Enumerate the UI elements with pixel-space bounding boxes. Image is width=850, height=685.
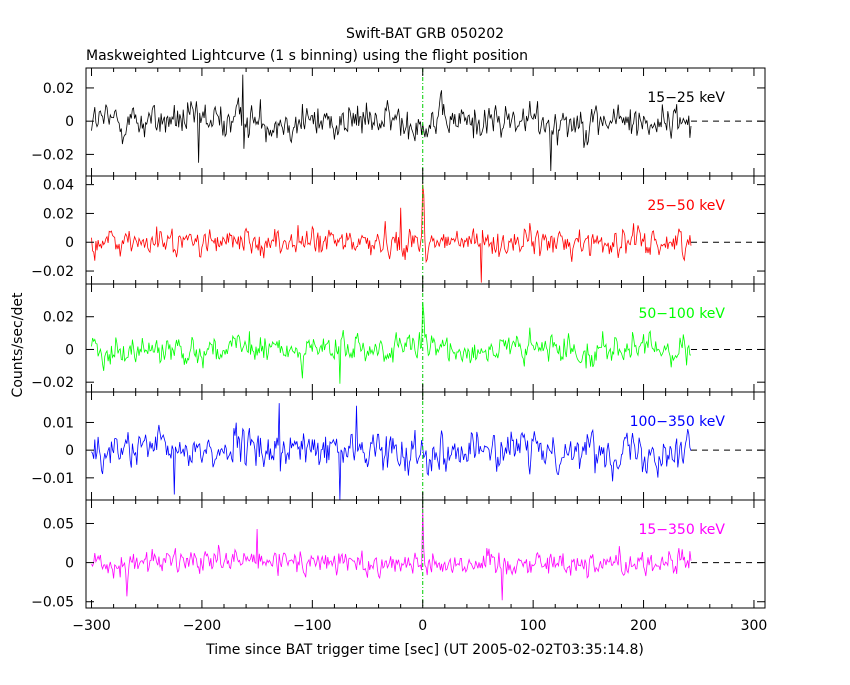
- y-tick-label: 0: [65, 114, 74, 130]
- band-label-15-25-kev: 15−25 keV: [647, 90, 725, 106]
- y-tick-label: −0.05: [31, 595, 74, 611]
- x-tick-label: 200: [630, 618, 657, 634]
- chart-subtitle: Maskweighted Lightcurve (1 s binning) us…: [86, 48, 528, 64]
- y-tick-label: 0.04: [43, 178, 74, 194]
- x-tick-label: −100: [293, 618, 331, 634]
- x-tick-label: −300: [72, 618, 110, 634]
- y-axis-label: Counts/sec/det: [10, 292, 26, 397]
- panel-frame: [85, 67, 766, 177]
- y-tick-label: −0.02: [31, 264, 74, 280]
- y-tick-label: 0: [65, 342, 74, 358]
- x-tick-label: 100: [520, 618, 547, 634]
- x-tick-label: −200: [183, 618, 221, 634]
- band-label-50-100-kev: 50−100 keV: [638, 306, 725, 322]
- y-tick-label: 0: [65, 556, 74, 572]
- band-label-15-350-kev: 15−350 keV: [638, 522, 725, 538]
- y-tick-label: 0: [65, 235, 74, 251]
- x-axis-label: Time since BAT trigger time [sec] (UT 20…: [205, 642, 644, 658]
- panel-15-25-kev: −0.02 0 0.02 15−25 keV: [31, 67, 766, 177]
- y-tick-label: −0.02: [31, 375, 74, 391]
- series-line-15-25-kev: [91, 74, 692, 172]
- y-tick-label: 0.05: [43, 516, 74, 532]
- panel-frame: [85, 283, 766, 393]
- panel-100-350-kev: −0.01 0 0.01 100−350 keV: [31, 391, 766, 501]
- chart-title: Swift-BAT GRB 050202: [346, 26, 504, 42]
- band-label-100-350-kev: 100−350 keV: [630, 414, 726, 430]
- x-tick-label: 0: [418, 618, 427, 634]
- y-tick-label: −0.02: [31, 147, 74, 163]
- series-line-100-350-kev: [91, 403, 692, 500]
- panel-frame: [85, 499, 766, 609]
- y-tick-label: −0.01: [31, 471, 74, 487]
- panel-15-350-kev: −0.05 0 0.05 15−350 keV: [31, 499, 766, 611]
- x-tick-label: 300: [741, 618, 768, 634]
- panel-50-100-kev: −0.02 0 0.02 50−100 keV: [31, 283, 766, 393]
- series-line-50-100-kev: [91, 301, 692, 384]
- y-tick-label: 0.02: [43, 310, 74, 326]
- y-tick-label: 0.02: [43, 81, 74, 97]
- series-line-25-50-kev: [91, 184, 692, 283]
- panels-group: −0.02 0 0.02 15−25 keV −0.02 0 0.02 0.04 25−50 k…: [31, 67, 768, 634]
- band-label-25-50-kev: 25−50 keV: [647, 198, 725, 214]
- y-tick-label: 0.01: [43, 415, 74, 431]
- y-tick-label: 0.02: [43, 206, 74, 222]
- panel-frame: [85, 175, 766, 285]
- panel-25-50-kev: −0.02 0 0.02 0.04 25−50 keV: [31, 175, 766, 285]
- series-line-15-350-kev: [91, 507, 692, 601]
- y-tick-label: 0: [65, 443, 74, 459]
